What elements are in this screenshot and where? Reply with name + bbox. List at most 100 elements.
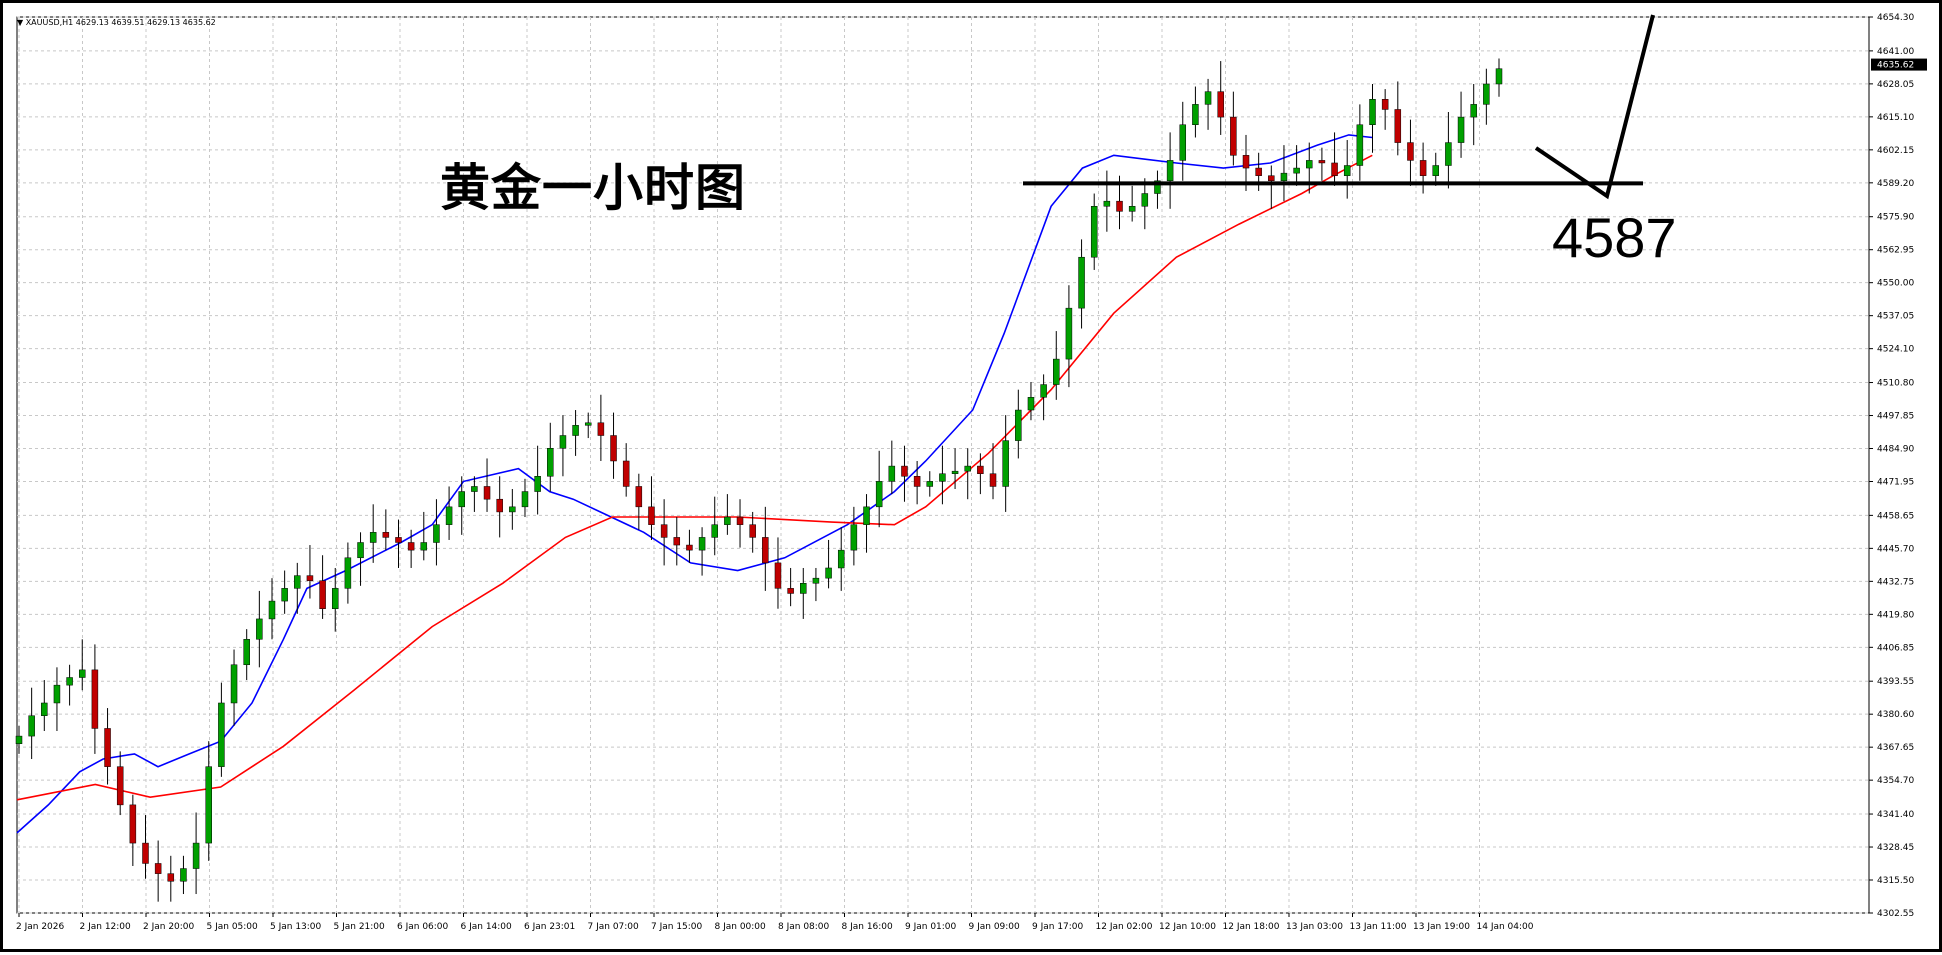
candlestick [863,494,870,553]
y-tick-label: 4367.65 [1877,743,1914,753]
candlestick [268,578,276,640]
candlestick [1331,132,1338,186]
candlestick [1027,382,1035,421]
bull-candle-body [1166,160,1174,182]
bull-candle-body [1204,91,1212,105]
x-tick-label: 7 Jan 07:00 [588,922,640,932]
bull-candle-body [357,542,364,559]
bull-candle-body [471,486,478,492]
candlestick [547,422,554,492]
bull-candle-body [1179,124,1187,161]
bull-candle-body [584,422,592,426]
bull-candle-body [1015,409,1022,441]
price-chart[interactable]: 4654.30 4641.00 4628.05 4615.10 4602.15 4589.… [3,3,1942,955]
bear-candle-body [395,537,402,543]
candlestick [926,471,934,497]
candlestick [1154,170,1161,209]
y-tick-label: 4550.00 [1877,279,1914,289]
candlestick [1078,239,1085,329]
y-tick-label: 4380.60 [1877,710,1914,720]
candlestick [1204,78,1212,130]
level-label-annotation: 4587 [1552,206,1677,269]
current-price-tag [1871,58,1927,71]
candlestick [1103,170,1111,232]
candlestick [635,473,643,530]
bear-candle-body [774,562,782,589]
candlestick [192,812,200,895]
x-tick-label: 13 Jan 11:00 [1350,922,1407,932]
x-tick-label: 9 Jan 17:00 [1032,922,1084,932]
x-tick-label: 12 Jan 10:00 [1159,922,1216,932]
candlestick [218,682,225,777]
candlestick [395,519,402,568]
x-tick-label: 5 Jan 21:00 [334,922,386,932]
candlestick [660,499,668,566]
candlestick [445,486,453,540]
candlestick [787,567,794,607]
y-tick-label: 4628.05 [1877,80,1914,90]
bull-candle-body [78,669,86,678]
bull-candle-body [281,588,288,602]
bull-candle-body [1002,440,1009,487]
candlestick [1369,83,1376,153]
candlestick [812,567,820,602]
bear-candle-body [610,435,617,462]
candlestick [1407,119,1414,186]
candlestick [1356,104,1364,181]
bear-candle-body [1394,109,1402,143]
bear-candle-body [622,460,630,487]
bear-candle-body [660,524,668,538]
bull-candle-body [15,735,23,744]
bear-candle-body [1268,175,1275,182]
y-tick-label: 4445.70 [1877,544,1914,554]
y-tick-label: 4497.85 [1877,412,1914,422]
bull-candle-body [547,448,554,477]
bear-candle-body [1242,155,1250,169]
candlestick [509,489,516,530]
x-tick-label: 12 Jan 02:00 [1096,922,1153,932]
x-tick-label: 2 Jan 2026 [16,922,64,932]
bear-candle-body [142,842,149,864]
bear-candle-body [167,873,175,882]
y-tick-label: 4458.65 [1877,511,1914,521]
candlestick [433,499,440,566]
bear-candle-body [749,524,756,538]
bull-candle-body [951,470,959,474]
chart-title-annotation: 黄金一小时图 [440,159,746,217]
candlestick [1192,86,1199,138]
bear-candle-body [407,542,415,551]
candlestick [15,725,23,754]
candlestick [369,504,377,563]
bull-candle-body [850,524,858,551]
bear-candle-body [1217,91,1224,118]
bear-candle-body [913,476,921,487]
candlestick [964,448,971,500]
symbol-header: ▼ XAUUSD,H1 4629.13 4639.51 4629.13 4635… [17,18,216,27]
candlestick [1432,152,1440,186]
bull-candle-body [243,639,250,666]
bear-candle-body [1407,142,1414,161]
candlestick [1495,58,1503,97]
candlestick [1343,140,1351,199]
bull-candle-body [1065,307,1073,360]
x-tick-label: 6 Jan 06:00 [397,922,449,932]
candlestick [230,649,238,726]
candlestick [1040,374,1047,421]
candlestick [736,499,744,548]
bull-candle-body [698,537,706,551]
bull-candle-body [1445,142,1452,166]
chevron-down-icon[interactable]: ▼ [17,18,24,27]
y-tick-label: 4406.85 [1877,643,1914,653]
candlestick [53,667,61,731]
candlestick [154,840,162,902]
candlestick [572,410,579,456]
candlestick [1445,112,1452,189]
bear-candle-body [1381,99,1389,110]
bull-candle-body [1040,384,1047,398]
y-tick-label: 4419.80 [1877,610,1914,620]
bear-candle-body [382,532,390,538]
bull-candle-body [711,524,718,538]
candlestick [1230,91,1237,166]
y-tick-label: 4302.55 [1877,909,1914,919]
candlestick [281,570,288,614]
